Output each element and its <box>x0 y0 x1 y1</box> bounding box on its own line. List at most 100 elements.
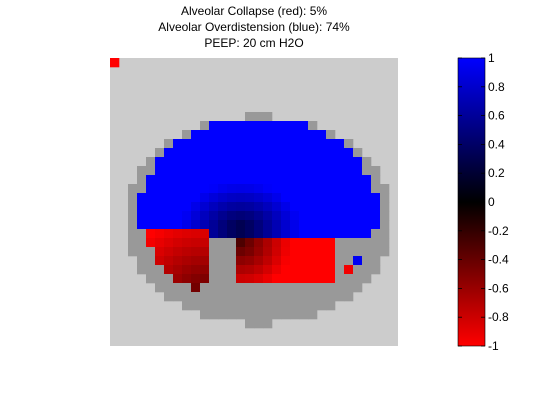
tissue-cell <box>218 238 228 248</box>
overdistension-cell <box>200 202 210 212</box>
overdistension-cell <box>344 220 354 230</box>
collapse-cell <box>191 274 201 284</box>
tissue-cell <box>362 274 372 284</box>
overdistension-cell <box>281 202 291 212</box>
tissue-cell <box>137 175 147 185</box>
overdistension-cell <box>218 148 228 158</box>
tissue-cell <box>344 274 354 284</box>
overdistension-cell <box>236 220 246 230</box>
colorbar-tick-label: -1 <box>488 339 499 353</box>
overdistension-cell <box>245 157 255 167</box>
overdistension-cell <box>209 175 219 185</box>
collapse-cell <box>272 256 282 266</box>
collapse-cell <box>308 256 318 266</box>
overdistension-cell <box>299 211 309 221</box>
colorbar-gradient <box>457 57 486 347</box>
overdistension-cell <box>308 175 318 185</box>
overdistension-cell <box>344 193 354 203</box>
tissue-cell <box>380 193 390 203</box>
collapse-cell <box>191 283 201 293</box>
tissue-cell <box>353 265 363 275</box>
tissue-cell <box>155 283 165 293</box>
overdistension-cell <box>227 229 237 239</box>
overdistension-cell <box>308 130 318 140</box>
overdistension-cell <box>371 220 381 230</box>
overdistension-cell <box>317 184 327 194</box>
collapse-cell <box>308 238 318 248</box>
collapse-cell <box>290 265 300 275</box>
chart-title: Alveolar Collapse (red): 5% Alveolar Ove… <box>110 3 398 51</box>
overdistension-cell <box>263 184 273 194</box>
overdistension-cell <box>254 157 264 167</box>
tissue-cell <box>128 184 138 194</box>
collapse-cell <box>317 256 327 266</box>
overdistension-cell <box>254 139 264 149</box>
tissue-cell <box>128 220 138 230</box>
tissue-cell <box>344 292 354 302</box>
tissue-cell <box>227 310 237 320</box>
overdistension-cell <box>326 184 336 194</box>
overdistension-cell <box>371 202 381 212</box>
overdistension-cell <box>308 229 318 239</box>
tissue-cell <box>353 274 363 284</box>
tissue-cell <box>281 301 291 311</box>
overdistension-cell <box>182 220 192 230</box>
collapse-cell <box>290 274 300 284</box>
overdistension-cell <box>164 211 174 221</box>
collapse-cell <box>254 274 264 284</box>
overdistension-cell <box>236 148 246 158</box>
overdistension-cell <box>263 193 273 203</box>
overdistension-cell <box>218 220 228 230</box>
overdistension-cell <box>155 211 165 221</box>
collapse-cell <box>308 247 318 257</box>
tissue-cell <box>362 238 372 248</box>
overdistension-cell <box>236 157 246 167</box>
overdistension-cell <box>209 130 219 140</box>
colorbar-tick-label: -0.8 <box>488 310 509 324</box>
collapse-cell <box>254 265 264 275</box>
tissue-cell <box>128 211 138 221</box>
overdistension-cell <box>308 157 318 167</box>
overdistension-cell <box>272 220 282 230</box>
collapse-cell <box>299 247 309 257</box>
overdistension-cell <box>191 157 201 167</box>
tissue-cell <box>335 292 345 302</box>
overdistension-cell <box>227 184 237 194</box>
overdistension-cell <box>353 256 363 266</box>
collapse-cell <box>173 256 183 266</box>
collapse-cell <box>164 265 174 275</box>
overdistension-cell <box>254 130 264 140</box>
overdistension-cell <box>254 166 264 176</box>
tissue-cell <box>245 301 255 311</box>
overdistension-cell <box>326 202 336 212</box>
overdistension-cell <box>299 202 309 212</box>
tissue-cell <box>380 184 390 194</box>
collapse-cell <box>326 238 336 248</box>
overdistension-cell <box>263 211 273 221</box>
collapse-cell <box>317 265 327 275</box>
overdistension-cell <box>227 130 237 140</box>
overdistension-cell <box>317 202 327 212</box>
overdistension-cell <box>272 175 282 185</box>
tissue-cell <box>344 247 354 257</box>
overdistension-cell <box>299 184 309 194</box>
tissue-cell <box>137 166 147 176</box>
overdistension-cell <box>326 148 336 158</box>
collapse-cell <box>254 256 264 266</box>
collapse-cell <box>326 274 336 284</box>
overdistension-cell <box>227 175 237 185</box>
tissue-cell <box>353 247 363 257</box>
overdistension-cell <box>173 202 183 212</box>
tissue-cell <box>281 283 291 293</box>
tissue-cell <box>218 310 228 320</box>
overdistension-cell <box>317 193 327 203</box>
overdistension-cell <box>353 166 363 176</box>
overdistension-cell <box>299 166 309 176</box>
overdistension-cell <box>335 193 345 203</box>
collapse-cell <box>236 265 246 275</box>
collapse-cell <box>290 247 300 257</box>
tissue-cell <box>245 319 255 329</box>
overdistension-cell <box>353 175 363 185</box>
tissue-cell <box>281 292 291 302</box>
tissue-cell <box>371 265 381 275</box>
